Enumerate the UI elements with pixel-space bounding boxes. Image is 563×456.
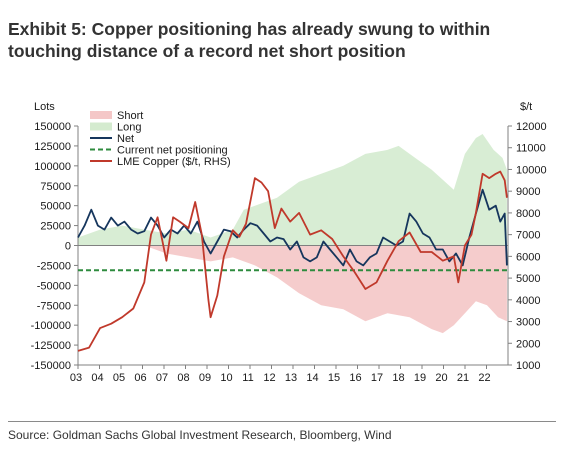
series-short-area [78,245,507,334]
y-tick-label: 150000 [34,121,71,133]
y2-tick-label: 2000 [516,338,540,350]
left-axis-label: Lots [34,101,55,113]
x-tick-label: 12 [263,372,275,384]
x-tick-label: 03 [70,372,82,384]
source-divider [8,421,556,422]
right-axis-label: $/t [520,101,532,113]
x-tick-label: 17 [371,372,383,384]
y-tick-label: -125000 [31,340,71,352]
legend-label: Current net positioning [117,145,228,157]
x-tick-label: 07 [156,372,168,384]
legend-swatch-long [90,122,112,131]
x-tick-label: 13 [285,372,297,384]
chart: Lots $/t 1500001250001000007500050000250… [31,101,547,384]
legend-label: Short [117,110,143,122]
y-tick-label: 25000 [40,221,71,233]
legend-label: Net [117,133,134,145]
x-tick-label: 06 [134,372,146,384]
x-tick-label: 15 [328,372,340,384]
x-tick-label: 21 [457,372,469,384]
x-tick-label: 10 [220,372,232,384]
x-tick-label: 18 [392,372,404,384]
y2-tick-label: 5000 [516,273,540,285]
x-tick-label: 08 [177,372,189,384]
x-tick-label: 16 [349,372,361,384]
y2-tick-label: 12000 [516,121,547,133]
y2-tick-label: 11000 [516,143,546,155]
y-tick-label: -50000 [37,280,71,292]
x-tick-label: 20 [435,372,447,384]
y-tick-label: -75000 [37,300,71,312]
x-tick-label: 14 [306,372,318,384]
y-tick-label: -25000 [37,260,71,272]
series-lme-copper-line [77,170,508,352]
x-tick-label: 19 [414,372,426,384]
y-tick-label: 0 [65,241,71,253]
y2-tick-label: 3000 [516,317,540,329]
series-long-area [78,134,507,246]
y-tick-label: -150000 [31,360,71,372]
x-tick-label: 11 [242,372,253,384]
y-tick-label: -100000 [31,320,71,332]
y2-tick-label: 8000 [516,208,540,220]
x-tick-label: 05 [113,372,125,384]
y-tick-label: 125000 [34,141,71,153]
y2-tick-label: 6000 [516,251,540,263]
legend-swatch-short [90,111,112,119]
y2-tick-label: 10000 [516,164,547,176]
x-tick-label: 22 [478,372,490,384]
legend-label: Long [117,122,141,134]
x-tick-label: 09 [199,372,211,384]
y-tick-label: 100000 [34,161,71,173]
y2-tick-label: 7000 [516,230,540,242]
series-net-line [77,188,508,267]
y-tick-label: 50000 [40,201,71,213]
legend-label: LME Copper ($/t, RHS) [117,156,231,168]
x-tick-label: 04 [91,372,103,384]
y2-tick-label: 9000 [516,186,540,198]
chart-title: Exhibit 5: Copper positioning has alread… [8,19,491,61]
y2-tick-label: 4000 [516,295,540,307]
y-tick-label: 75000 [40,181,71,193]
source-note: Source: Goldman Sachs Global Investment … [8,428,392,442]
y2-tick-label: 1000 [516,360,540,372]
